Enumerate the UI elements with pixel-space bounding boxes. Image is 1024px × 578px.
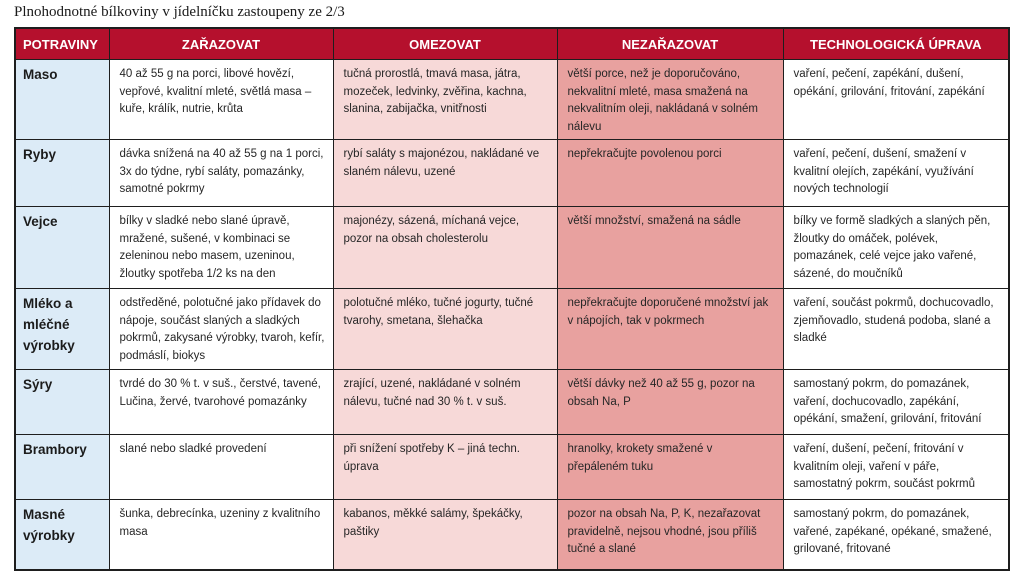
nezarazovat-cell: větší množství, smažená na sádle <box>556 206 784 289</box>
zarazovat-cell: dávka snížená na 40 až 55 g na 1 porci, … <box>108 139 334 207</box>
table-row: Maso 40 až 55 g na porci, libové hovězí,… <box>14 59 1010 140</box>
header-omezovat: OMEZOVAT <box>332 27 558 60</box>
table-row: Mléko a mléčné výrobky odstředěné, polot… <box>14 288 1010 370</box>
food-name-cell: Maso <box>14 59 110 140</box>
zarazovat-cell: slané nebo sladké provedení <box>108 434 334 500</box>
food-name-cell: Masné výrobky <box>14 499 110 571</box>
header-technologicka-uprava: TECHNOLOGICKÁ ÚPRAVA <box>782 27 1010 60</box>
food-name-cell: Vejce <box>14 206 110 289</box>
zarazovat-cell: bílky v sladké nebo slané úpravě, mražen… <box>108 206 334 289</box>
zarazovat-cell: šunka, debrecínka, uzeniny z kvalitního … <box>108 499 334 571</box>
table-row: Ryby dávka snížená na 40 až 55 g na 1 po… <box>14 139 1010 207</box>
omezovat-cell: rybí saláty s majonézou, nakládané ve sl… <box>332 139 558 207</box>
nezarazovat-cell: nepřekračujte povolenou porci <box>556 139 784 207</box>
nezarazovat-cell: nepřekračujte doporučené množství jak v … <box>556 288 784 370</box>
omezovat-cell: při snížení spotřeby K – jiná techn. úpr… <box>332 434 558 500</box>
omezovat-cell: polotučné mléko, tučné jogurty, tučné tv… <box>332 288 558 370</box>
nezarazovat-cell: větší dávky než 40 až 55 g, pozor na obs… <box>556 369 784 435</box>
table-row: Sýry tvrdé do 30 % t. v suš., čerstvé, t… <box>14 369 1010 435</box>
table-row: Masné výrobky šunka, debrecínka, uzeniny… <box>14 499 1010 571</box>
uprava-cell: vaření, dušení, pečení, fritování v kval… <box>782 434 1010 500</box>
food-name-cell: Mléko a mléčné výrobky <box>14 288 110 370</box>
header-nezarazovat: NEZAŘAZOVAT <box>556 27 784 60</box>
omezovat-cell: zrající, uzené, nakládané v solném nálev… <box>332 369 558 435</box>
header-zarazovat: ZAŘAZOVAT <box>108 27 334 60</box>
uprava-cell: bílky ve formě sladkých a slaných pěn, ž… <box>782 206 1010 289</box>
uprava-cell: samostaný pokrm, do pomazánek, vařené, z… <box>782 499 1010 571</box>
nezarazovat-cell: hranolky, krokety smažené v přepáleném t… <box>556 434 784 500</box>
zarazovat-cell: 40 až 55 g na porci, libové hovězí, vepř… <box>108 59 334 140</box>
omezovat-cell: kabanos, měkké salámy, špekáčky, paštiky <box>332 499 558 571</box>
food-name-cell: Sýry <box>14 369 110 435</box>
table-header-row: POTRAVINY ZAŘAZOVAT OMEZOVAT NEZAŘAZOVAT… <box>14 27 1010 60</box>
uprava-cell: samostaný pokrm, do pomazánek, vaření, d… <box>782 369 1010 435</box>
header-potraviny: POTRAVINY <box>14 27 110 60</box>
zarazovat-cell: tvrdé do 30 % t. v suš., čerstvé, tavené… <box>108 369 334 435</box>
food-name-cell: Ryby <box>14 139 110 207</box>
table-row: Brambory slané nebo sladké provedení při… <box>14 434 1010 500</box>
nezarazovat-cell: větší porce, než je doporučováno, nekval… <box>556 59 784 140</box>
omezovat-cell: majonézy, sázená, míchaná vejce, pozor n… <box>332 206 558 289</box>
table-row: Vejce bílky v sladké nebo slané úpravě, … <box>14 206 1010 289</box>
nutrition-table: POTRAVINY ZAŘAZOVAT OMEZOVAT NEZAŘAZOVAT… <box>14 27 1010 571</box>
zarazovat-cell: odstředěné, polotučné jako přídavek do n… <box>108 288 334 370</box>
nezarazovat-cell: pozor na obsah Na, P, K, nezařazovat pra… <box>556 499 784 571</box>
uprava-cell: vaření, součást pokrmů, dochucovadlo, zj… <box>782 288 1010 370</box>
omezovat-cell: tučná prorostlá, tmavá masa, játra, moze… <box>332 59 558 140</box>
uprava-cell: vaření, pečení, zapékání, dušení, opékán… <box>782 59 1010 140</box>
uprava-cell: vaření, pečení, dušení, smažení v kvalit… <box>782 139 1010 207</box>
food-name-cell: Brambory <box>14 434 110 500</box>
page-title: Plnohodnotné bílkoviny v jídelníčku zast… <box>14 4 345 20</box>
